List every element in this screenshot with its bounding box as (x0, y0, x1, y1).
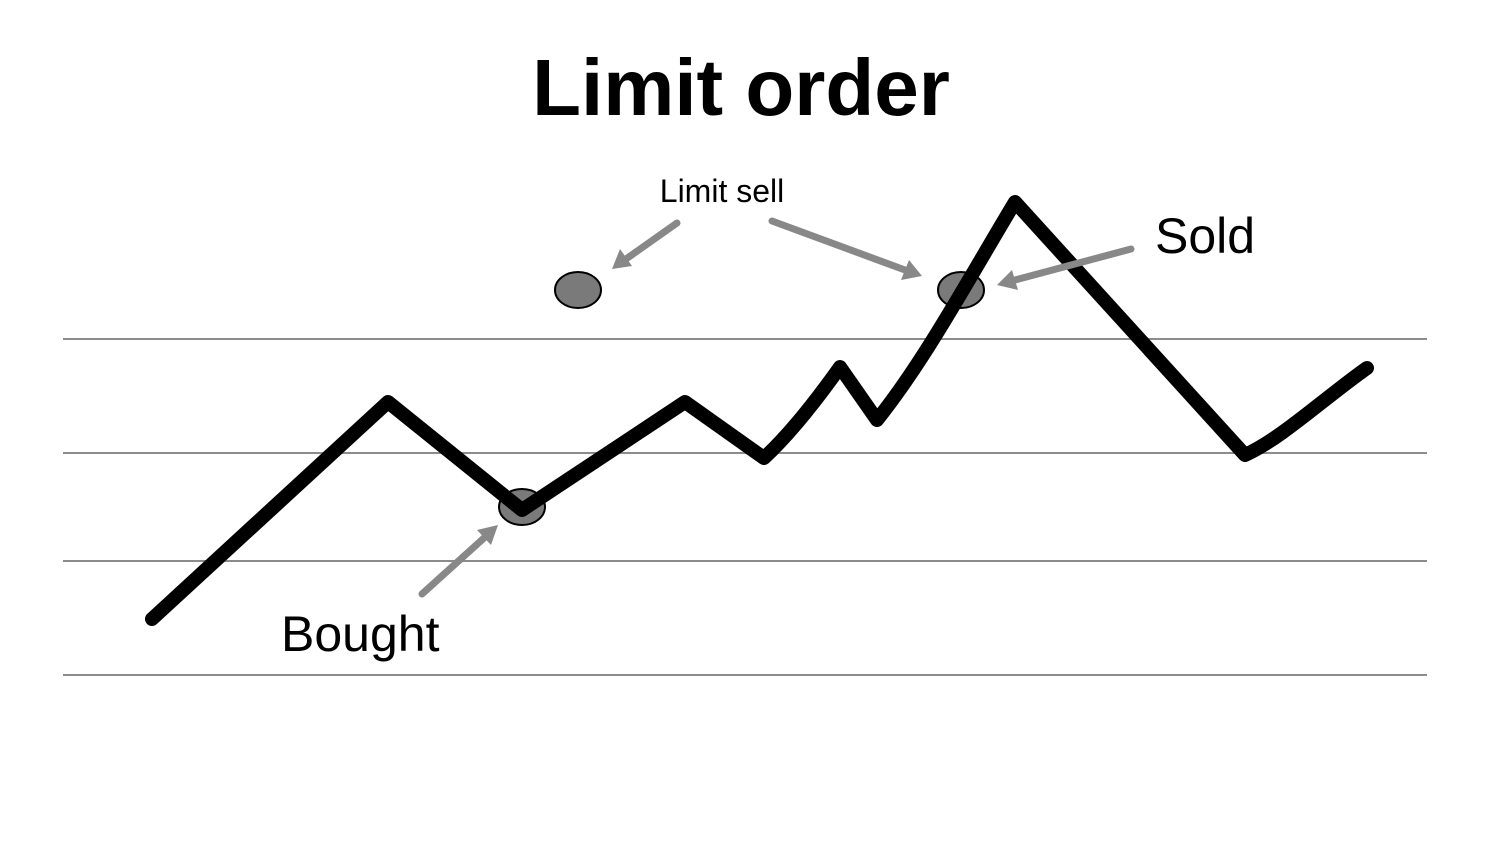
price-line (145, 195, 1374, 626)
sold-label: Sold (1155, 208, 1255, 264)
horizontal-gridlines (63, 338, 1427, 676)
limit-sell-order-marker (554, 271, 602, 309)
bought-arrow (418, 525, 498, 598)
limit-sell-label: Limit sell (660, 173, 784, 209)
diagram-title: Limit order (532, 43, 950, 132)
sold-arrow (997, 245, 1135, 290)
limit-sell-arrow-right (768, 217, 922, 280)
limit-sell-arrow-left (612, 219, 681, 269)
bought-label: Bought (281, 606, 440, 662)
